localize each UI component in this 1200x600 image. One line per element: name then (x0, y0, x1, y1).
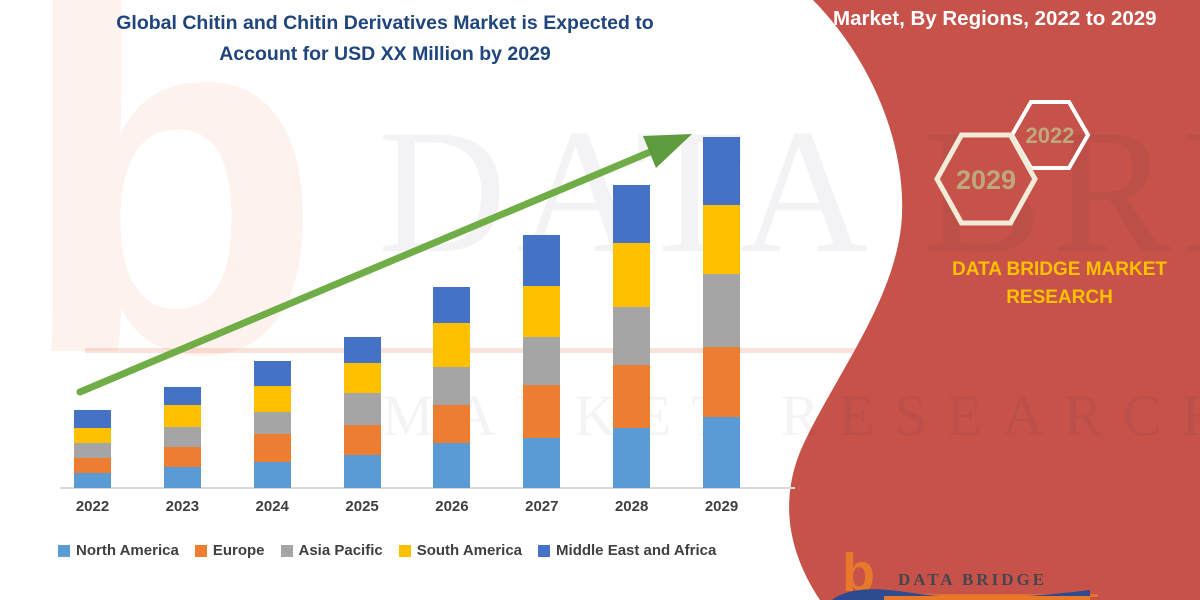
bar-segment (163, 447, 201, 467)
logo-name: DATA BRIDGE (898, 570, 1048, 589)
bar-segment (74, 410, 111, 428)
legend-item: South America (398, 542, 523, 559)
hexagon-2029-label: 2029 (956, 165, 1016, 195)
bar-2022 (74, 410, 111, 488)
year-label: 2028 (614, 498, 649, 515)
legend-swatch-icon (58, 544, 70, 557)
bar-segment (703, 274, 741, 347)
legend-item: North America (58, 542, 179, 559)
legend-swatch-icon (538, 544, 551, 557)
bar-segment (703, 417, 741, 488)
bar-segment (253, 434, 291, 462)
logo-underline (898, 594, 1098, 597)
year-label: 2025 (345, 498, 379, 515)
legend-item: Asia Pacific (280, 542, 383, 559)
bar-2029 (703, 137, 741, 488)
panel-heading: Market, By Regions, 2022 to 2029 (833, 7, 1157, 30)
chart-title: Global Chitin and Chitin Derivatives Mar… (116, 12, 654, 65)
year-label: 2024 (255, 498, 289, 515)
bar-segment (703, 205, 741, 274)
bar-segment (253, 412, 291, 434)
hexagon-2029 (934, 132, 1038, 226)
year-label: 2022 (75, 498, 110, 515)
bar-segment (74, 428, 111, 443)
bar-segment (343, 425, 381, 455)
bar-segment (74, 458, 111, 473)
legend-label: Europe (212, 542, 265, 559)
bar-segment (74, 473, 111, 488)
legend-label: Asia Pacific (298, 542, 383, 559)
logo-swoosh-icon (832, 589, 1090, 600)
bar-segment (613, 428, 651, 488)
legend: North America Europe Asia Pacific South Ame… (58, 542, 716, 559)
legend-label: Middle East and Africa (556, 542, 717, 559)
legend-label: North America (76, 542, 179, 559)
bar-segment (163, 427, 201, 447)
year-label: 2026 (435, 498, 469, 515)
legend-swatch-icon (398, 544, 411, 557)
bar-segment (343, 393, 381, 425)
legend-label: South America (416, 542, 523, 559)
bar-segment (703, 347, 741, 417)
year-label: 2023 (165, 498, 200, 515)
legend-swatch-icon (280, 544, 293, 557)
bar-segment (523, 438, 561, 488)
legend-swatch-icon (194, 544, 207, 557)
bar-segment (163, 467, 201, 488)
legend-item: Middle East and Africa (538, 542, 716, 559)
company-logo: b DATA BRIDGE (832, 546, 1118, 600)
bar-segment (433, 405, 471, 443)
bar-segment (433, 443, 471, 488)
x-axis-line (60, 487, 795, 489)
hexagon-2022-label: 2022 (1026, 123, 1075, 148)
bar-segment (253, 462, 291, 488)
bar-segment (703, 137, 741, 205)
bar-segment (74, 443, 111, 458)
year-label: 2029 (704, 498, 739, 515)
brand-text: DATA BRIDGE MARKET RESEARCH (952, 259, 1167, 308)
year-label: 2027 (525, 498, 559, 515)
bar-segment (163, 405, 201, 427)
bar-segment (343, 455, 381, 488)
legend-item: Europe (194, 542, 265, 559)
